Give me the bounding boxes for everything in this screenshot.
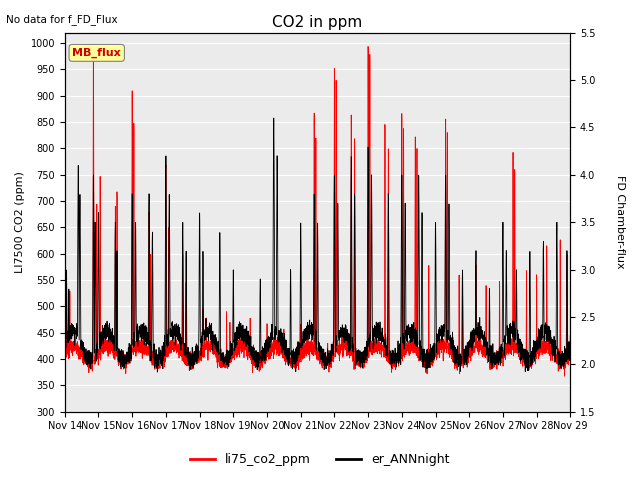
- Text: MB_flux: MB_flux: [72, 48, 121, 58]
- Y-axis label: LI7500 CO2 (ppm): LI7500 CO2 (ppm): [15, 171, 25, 273]
- Y-axis label: FD Chamber-flux: FD Chamber-flux: [615, 175, 625, 269]
- Title: CO2 in ppm: CO2 in ppm: [273, 15, 363, 30]
- Text: No data for f_FD_Flux: No data for f_FD_Flux: [6, 14, 118, 25]
- Legend: li75_co2_ppm, er_ANNnight: li75_co2_ppm, er_ANNnight: [186, 448, 454, 471]
